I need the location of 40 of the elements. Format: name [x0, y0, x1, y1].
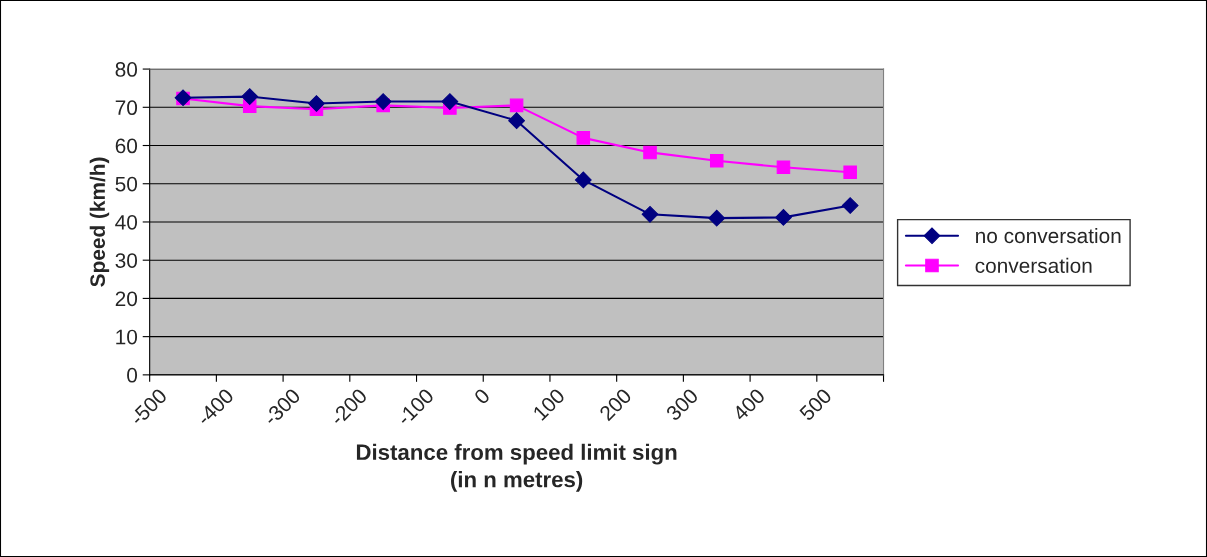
point: [576, 131, 591, 145]
point: [508, 112, 525, 130]
y-axis-title: Speed (km/h): [89, 157, 110, 287]
point: [841, 197, 859, 214]
y-tick-label: 40: [115, 214, 138, 230]
x-tick-label: 100: [532, 387, 566, 421]
x-tick-label: -100: [395, 387, 435, 427]
point: [776, 160, 791, 175]
legend-label: conversation: [975, 257, 1092, 274]
x-tick-label: 0: [473, 387, 491, 406]
point: [641, 205, 659, 223]
point: [708, 209, 726, 227]
point: [843, 165, 857, 180]
y-tick-label: 80: [115, 62, 138, 77]
point: [509, 98, 524, 113]
point: [775, 209, 792, 226]
y-tick-label: 50: [115, 176, 138, 192]
x-axis-title: Distance from speed limit sign (in n metres): [356, 443, 677, 492]
point: [643, 145, 657, 160]
point: [374, 93, 392, 110]
y-tick-label: 0: [127, 367, 138, 383]
point: [709, 154, 724, 168]
x-tick-label: 500: [798, 387, 833, 422]
point: [241, 88, 259, 105]
x-tick-label: 200: [598, 387, 633, 422]
point: [574, 171, 592, 189]
x-tick-label: -500: [129, 387, 168, 427]
y-tick-label: 20: [115, 291, 138, 307]
x-tick-label: 300: [665, 387, 700, 422]
point: [308, 95, 325, 112]
y-tick-label: 70: [115, 100, 138, 116]
x-tick-label: -300: [262, 387, 302, 427]
x-tick-label: -200: [329, 387, 368, 427]
x-tick-label: 400: [731, 387, 766, 422]
legend-label: no conversation: [976, 227, 1121, 244]
point: [441, 93, 459, 110]
y-tick-label: 60: [115, 138, 138, 154]
y-tick-label: 30: [115, 253, 138, 268]
x-tick-label: -400: [195, 387, 235, 427]
y-tick-label: 10: [116, 329, 138, 345]
